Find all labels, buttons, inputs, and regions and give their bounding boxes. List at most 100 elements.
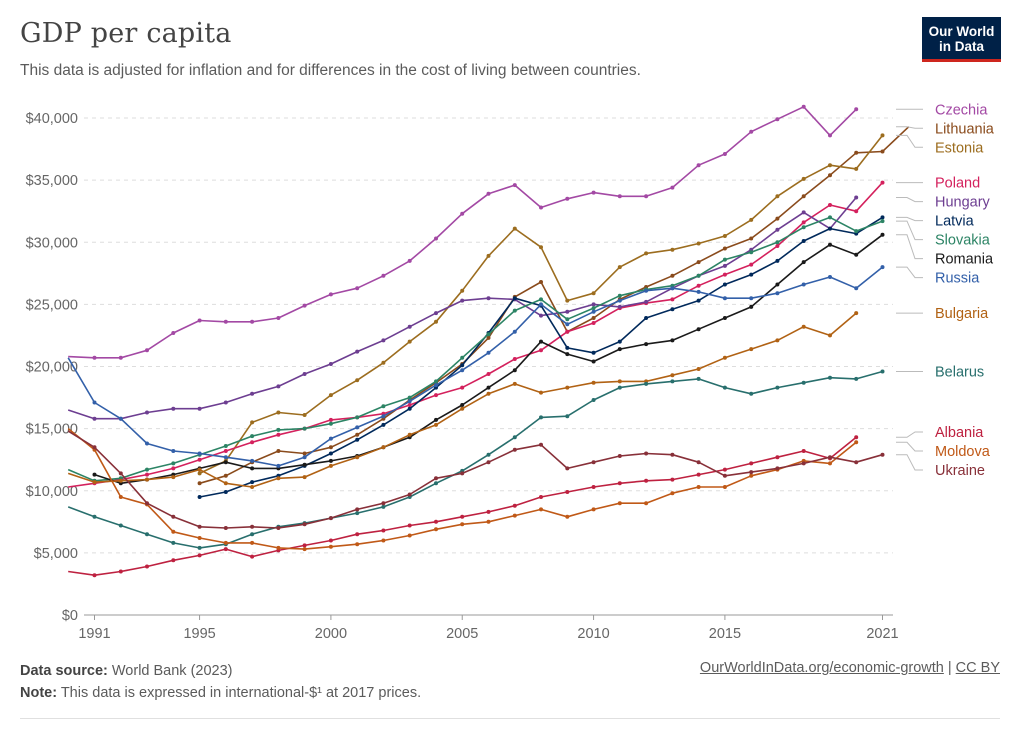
logo-accent-bar [922,59,1001,62]
data-point [171,475,176,480]
data-point [775,282,780,287]
data-point [92,573,97,578]
data-point [92,400,97,405]
data-point [197,457,202,462]
data-point [670,491,675,496]
data-point [381,360,386,365]
data-point [854,286,859,291]
data-point [749,473,754,478]
data-point [696,241,701,246]
data-point [381,273,386,278]
data-point [302,547,307,552]
data-point [276,410,281,415]
owid-logo[interactable]: Our World in Data [922,17,1001,62]
data-point [250,466,255,471]
data-point [722,246,727,251]
data-point [486,385,491,390]
data-point [749,262,754,267]
line-chart[interactable]: $0 $5,000 $10,000 $15,000 $20,000 $25,000 $30,… [0,0,1015,650]
data-point [276,316,281,320]
data-point [880,265,885,270]
data-point [276,384,281,389]
data-point [801,239,806,243]
legend-connector-ukraine [896,454,923,471]
legend-connector-lithuania [896,126,923,129]
source-link[interactable]: OurWorldInData.org/economic-growth [699,660,944,676]
data-point [591,302,596,307]
data-point [749,250,754,255]
data-point [486,460,491,465]
data-point [775,244,780,248]
data-point [854,435,859,440]
data-point [880,219,885,224]
data-point [801,210,806,215]
data-point [880,149,885,154]
data-point [801,461,806,466]
data-point [171,466,176,471]
data-point [276,427,281,432]
series-line [67,216,883,482]
legend-connector-latvia [896,216,923,222]
data-point [801,225,806,230]
data-point [670,452,675,457]
data-point [801,220,806,225]
data-point [828,333,832,338]
data-point [381,501,386,506]
data-point [722,282,727,287]
data-point [828,375,832,380]
series-russia [67,265,885,468]
data-point [223,449,228,453]
data-point [460,288,465,293]
data-point [722,473,727,478]
data-point [591,398,596,402]
data-point [644,194,649,199]
data-point [434,519,438,524]
data-point [617,481,622,486]
legend-connector-albania [896,431,923,438]
data-point [539,313,543,318]
data-point [644,451,649,456]
data-point [880,215,885,220]
data-point [854,195,859,200]
data-point [512,513,517,518]
legend-connector-hungary [896,197,923,203]
data-point [696,367,701,371]
data-point [749,236,754,241]
data-point [617,194,622,199]
data-point [145,472,149,477]
legend-label-estonia: Estonia [935,140,984,156]
data-point [775,227,780,232]
data-point [722,316,727,320]
series-moldova [67,427,859,552]
data-point [381,528,386,533]
data-point [302,522,307,527]
data-point [486,253,491,258]
license-link[interactable]: CC BY [955,660,1000,676]
data-point [118,523,123,528]
data-point [355,415,360,420]
data-point [118,355,123,360]
data-point [250,554,255,559]
data-point [512,226,517,231]
data-point [539,495,543,499]
source-text: World Bank (2023) [107,663,233,679]
data-point [145,467,149,472]
data-point [381,338,386,343]
data-point [197,536,202,540]
data-point [302,303,307,308]
data-point [854,209,859,214]
data-point [828,203,832,207]
data-point [460,406,465,411]
data-point [801,282,806,287]
data-point [434,417,438,422]
data-point [381,504,386,509]
data-point [539,507,543,512]
data-point [565,385,570,390]
data-point [328,538,333,543]
data-point [328,292,333,297]
data-point [749,391,754,396]
data-point [539,280,543,284]
data-point [171,529,176,534]
data-point [512,296,517,301]
x-tick-label: 2015 [709,626,741,642]
